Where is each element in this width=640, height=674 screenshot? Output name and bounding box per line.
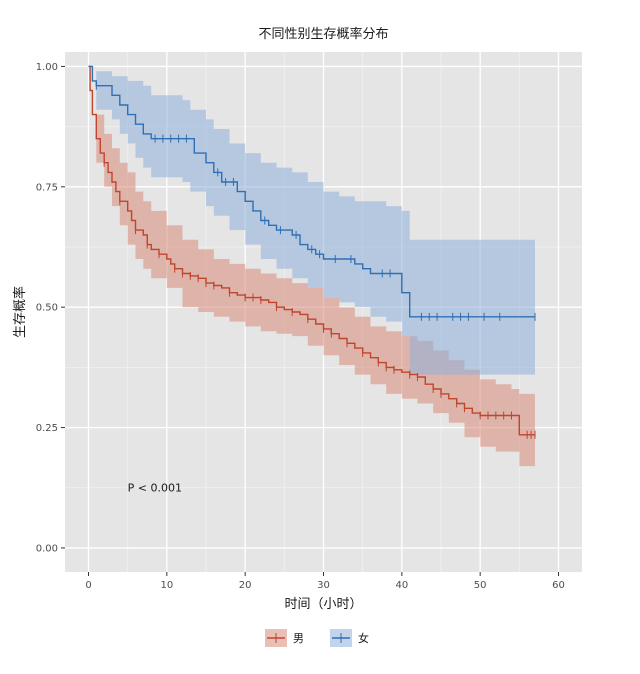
x-tick-label: 20 — [239, 580, 252, 591]
y-tick-label: 0.50 — [36, 303, 58, 314]
y-tick-label: 1.00 — [36, 62, 58, 73]
female-confidence-band — [88, 66, 535, 375]
y-axis-title: 生存概率 — [12, 286, 28, 338]
x-tick-label: 50 — [474, 580, 487, 591]
chart-title: 不同性别生存概率分布 — [258, 26, 388, 42]
female-legend-label: 女 — [358, 631, 369, 645]
x-tick-label: 40 — [395, 580, 408, 591]
censor-marks — [95, 81, 536, 439]
confidence-bands — [88, 66, 535, 467]
x-axis-ticks: 0 10 20 30 40 50 60 — [85, 572, 565, 591]
x-tick-label: 0 — [85, 580, 91, 591]
legend: 男女 — [265, 629, 369, 647]
x-tick-label: 60 — [552, 580, 565, 591]
p-value-annotation: P < 0.001 — [128, 482, 182, 495]
y-axis-ticks: 0.00 0.25 0.50 0.75 1.00 — [36, 62, 65, 554]
female-survival-curve — [88, 65, 535, 318]
y-tick-label: 0.75 — [36, 182, 58, 193]
x-tick-label: 10 — [160, 580, 173, 591]
y-tick-label: 0.00 — [36, 543, 58, 554]
y-tick-label: 0.25 — [36, 423, 58, 434]
x-axis-title: 时间（小时） — [284, 597, 362, 612]
male-legend-label: 男 — [293, 632, 304, 645]
x-tick-label: 30 — [317, 580, 330, 591]
